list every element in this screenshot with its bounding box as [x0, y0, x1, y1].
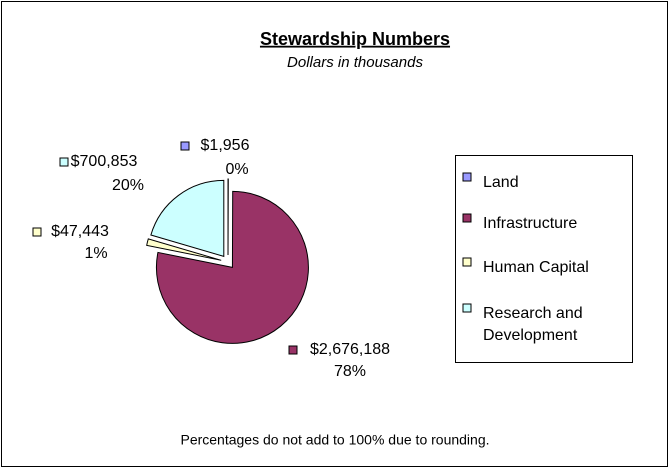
- pie-slice: [146, 238, 222, 261]
- label-marker: [288, 345, 298, 355]
- legend-swatch: [462, 257, 472, 267]
- label-marker: [32, 227, 42, 237]
- legend-label: Infrastructure: [483, 215, 577, 232]
- pie-slice: [155, 190, 309, 344]
- percent-label: 20%: [112, 177, 144, 194]
- legend-label: Land: [483, 174, 519, 191]
- value-label: $700,853: [71, 153, 138, 170]
- legend-swatch: [462, 213, 472, 223]
- legend-label: Research and Development: [483, 305, 583, 344]
- percent-label: 1%: [84, 245, 107, 262]
- percent-label: 78%: [334, 363, 366, 380]
- legend-label: Human Capital: [483, 259, 589, 276]
- value-label: $47,443: [51, 223, 109, 240]
- pie-slice: [150, 179, 225, 258]
- value-label: $1,956: [201, 137, 250, 154]
- value-label: $2,676,188: [310, 341, 390, 358]
- chart-subtitle: Dollars in thousands: [287, 54, 423, 71]
- label-marker: [59, 157, 69, 167]
- legend-box: [455, 155, 633, 363]
- annotation: Percentages do not add to 100% due to ro…: [180, 432, 489, 448]
- percent-label: 0%: [225, 161, 248, 178]
- chart-title: Stewardship Numbers: [260, 29, 450, 49]
- label-marker: [180, 141, 190, 151]
- legend-swatch: [462, 303, 472, 313]
- legend-swatch: [462, 172, 472, 182]
